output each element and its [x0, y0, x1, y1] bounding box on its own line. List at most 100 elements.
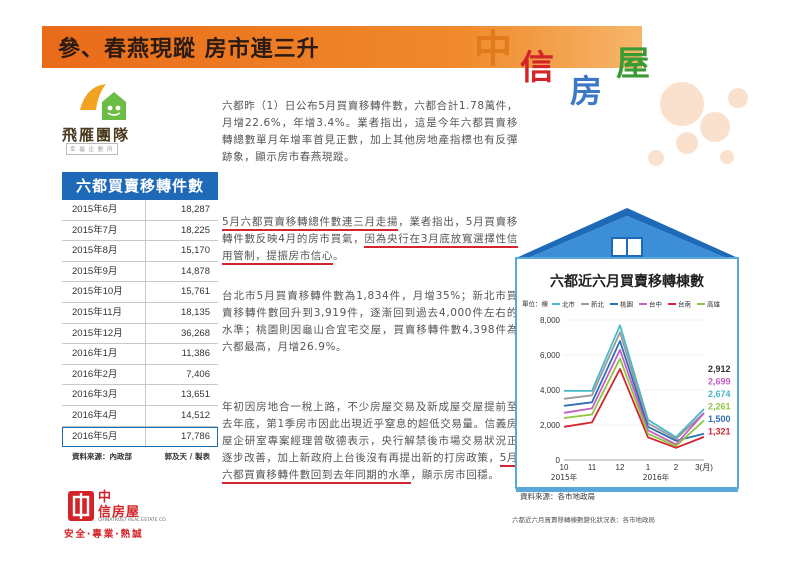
- series-line-北市: [564, 324, 705, 439]
- table-footer: 資料來源：內政部 郭及天 / 製表: [62, 447, 218, 462]
- article-paragraph-1: 六都昨（1）日公布5月買賣移轉件數，六都合計1.78萬件，月增22.6%，年增3…: [222, 100, 518, 163]
- table-cell-month: 2015年6月: [62, 200, 146, 220]
- article-paragraph-3: 台北市5月買賣移轉件數為1,834件，月增35%；新北市買賣移轉件數回升到3,9…: [222, 290, 518, 353]
- table-cell-month: 2015年9月: [62, 261, 146, 282]
- table-row: 2015年9月 14,878: [62, 261, 218, 283]
- table-cell-month: 2016年5月: [62, 426, 146, 447]
- decor-bubble: [676, 132, 698, 154]
- year-label: 2016年: [643, 472, 670, 482]
- table-cell-value: 15,170: [180, 245, 210, 257]
- table-cell-value: 17,786: [180, 430, 210, 442]
- y-tick-label: 8,000: [540, 316, 561, 325]
- header-banner: [42, 26, 642, 68]
- roof-icon: [516, 208, 738, 258]
- end-value-label: 2,699: [708, 377, 731, 387]
- team-name: 飛雁團隊: [62, 126, 131, 144]
- table-row: 2016年1月 11,386: [62, 344, 218, 365]
- chart-frame: [515, 257, 739, 489]
- table-cell-month: 2016年4月: [62, 405, 146, 426]
- end-value-label: 2,674: [708, 389, 731, 399]
- series-line-高雄: [563, 357, 705, 447]
- legend-label: 桃園: [620, 300, 633, 309]
- table-row: 2016年5月 17,786: [62, 426, 218, 448]
- article-paragraph-2: 5月六都買賣移轉總件數連三月走揚，業者指出，5月買賣移轉件數反映4月的房市買氣，…: [222, 214, 518, 265]
- chart-legend: 北市 新北 桃園 台中 台南 高雄: [552, 300, 721, 309]
- table-row: 2016年4月 14,512: [62, 405, 218, 427]
- decor-bubble: [648, 150, 664, 166]
- company-name-1: 中: [98, 490, 112, 505]
- highlight-text: 因為央行在3月底放寬選擇性信用管制，提振房市信心: [222, 233, 518, 265]
- team-logo-icon: [80, 84, 126, 120]
- table-row: 2015年11月 18,135: [62, 302, 218, 324]
- table-row: 2015年6月 18,287: [62, 200, 218, 221]
- brand-char: 信: [520, 48, 554, 88]
- company-slogan: 安全‧專業‧熱誠: [64, 529, 144, 540]
- decor-bubble: [660, 82, 704, 126]
- table-cell-month: 2015年12月: [62, 323, 146, 344]
- x-tick-label: 1: [646, 463, 651, 472]
- y-tick-label: 0: [556, 456, 561, 465]
- brand-char: 房: [570, 72, 603, 110]
- x-tick-label: 2: [674, 463, 679, 472]
- legend-label: 台南: [678, 300, 692, 309]
- decor-bubble: [720, 150, 734, 164]
- table-cell-month: 2015年11月: [62, 302, 146, 323]
- article-paragraph-4: 年初因房地合一稅上路，不少房屋交易及新成屋交屋提前至去年底，第1季房市因此出現近…: [222, 399, 518, 484]
- table-row: 2015年12月 36,268: [62, 323, 218, 345]
- chart-caption: 六都近六月買賣移轉棟數變化狀況表：各市地政局: [512, 516, 655, 524]
- series-line-台南: [563, 368, 705, 449]
- table-row: 2015年8月 15,170: [62, 241, 218, 262]
- table-cell-value: 15,761: [180, 286, 210, 298]
- table-cell-month: 2015年8月: [62, 241, 146, 261]
- chart-series: [563, 324, 705, 449]
- y-tick-label: 6,000: [540, 351, 561, 360]
- chart-unit-label: 單位：棟: [522, 299, 549, 308]
- table-row: 2016年2月 7,406: [62, 364, 218, 386]
- table-cell-value: 14,878: [180, 265, 210, 277]
- x-tick-label: 12: [616, 463, 625, 472]
- table-cell-month: 2015年10月: [62, 282, 146, 302]
- chart-title: 六都近六月買賣移轉棟數: [550, 273, 704, 290]
- chart-source: 資料來源：各市地政局: [520, 492, 595, 501]
- end-value-label: 1,500: [708, 414, 731, 424]
- end-value-label: 2,912: [708, 364, 731, 374]
- series-line-台中: [563, 348, 705, 446]
- table-cell-value: 11,386: [181, 348, 210, 360]
- y-tick-label: 2,000: [540, 421, 561, 430]
- x-tick-label: 11: [588, 463, 597, 472]
- table-source: 資料來源：內政部: [72, 452, 132, 462]
- company-logo-icon: [68, 491, 94, 521]
- brand-char: 屋: [616, 44, 650, 84]
- brand-char: 中: [474, 26, 513, 71]
- table-cell-value: 18,135: [180, 306, 210, 318]
- table-cell-month: 2016年2月: [62, 364, 146, 385]
- y-tick-label: 4,000: [540, 386, 561, 395]
- end-value-label: 1,321: [708, 427, 731, 437]
- paragraph-text: 年初因房地合一稅上路，不少房屋交易及新成屋交屋提前至去年底，第1季房市因此出現近…: [222, 401, 518, 464]
- legend-label: 高雄: [707, 300, 721, 309]
- legend-label: 北市: [562, 300, 576, 309]
- highlight-text: 5月六都買賣移轉總件數連三月走揚: [222, 216, 399, 231]
- table-cell-value: 13,651: [180, 389, 210, 401]
- table-cell-value: 18,225: [180, 224, 210, 236]
- x-tick-label: 3(月): [695, 463, 713, 472]
- company-name-2: 信房屋: [98, 505, 141, 520]
- table-cell-month: 2016年3月: [62, 385, 146, 405]
- table-cell-value: 18,287: [180, 204, 210, 215]
- table-body: 2015年6月 18,287 2015年7月 18,225 2015年8月 15,170 2…: [62, 200, 218, 448]
- table-row: 2015年7月 18,225: [62, 220, 218, 242]
- series-line-新北: [563, 331, 705, 440]
- team-subtitle: 幸 福 企 劃 所: [66, 143, 118, 155]
- table-row: 2015年10月 15,761: [62, 282, 218, 303]
- company-english-name: CHINATRUST REAL ESTATE CO.: [98, 518, 167, 523]
- chart-end-labels: 2,912 2,699 2,674 2,261 1,500 1,321: [708, 364, 731, 437]
- legend-label: 新北: [591, 300, 605, 309]
- paragraph-text: ，顯示房市回穩。: [410, 469, 500, 481]
- decor-bubble: [700, 112, 730, 142]
- paragraph-text: 。: [333, 250, 345, 262]
- paragraph-text: ，業者指出，5月買賣移轉件數反映4月的房市買氣，: [222, 216, 518, 245]
- x-tick-label: 10: [560, 463, 569, 472]
- end-value-label: 2,261: [708, 402, 731, 412]
- table-cell-value: 36,268: [180, 327, 210, 339]
